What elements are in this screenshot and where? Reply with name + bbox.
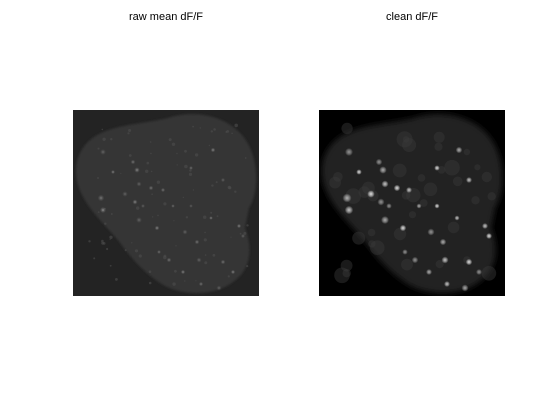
raw-mean-dff-image-canvas: [73, 110, 259, 296]
cell-spot: [345, 148, 353, 156]
cell-spot: [416, 203, 422, 209]
cell-spot: [230, 269, 236, 275]
cell-spot: [189, 204, 193, 208]
cell-spot: [99, 206, 107, 214]
cell-spot: [476, 269, 482, 275]
cell-spot: [375, 158, 383, 166]
cell-spot: [189, 166, 193, 170]
raw-mean-dff-image: [73, 110, 259, 296]
cell-spot: [342, 193, 352, 203]
cell-spot: [198, 281, 204, 287]
cell-spot: [393, 184, 401, 192]
cell-spot: [122, 191, 128, 197]
cell-spot: [466, 177, 472, 183]
cell-spot: [240, 233, 246, 239]
cell-spot: [402, 249, 408, 255]
cell-spot: [379, 166, 387, 174]
cell-spot: [439, 238, 447, 246]
cell-spot: [465, 258, 473, 266]
cell-spot: [381, 180, 389, 188]
cell-spot: [209, 216, 213, 220]
cell-spot: [406, 187, 412, 193]
cell-spot: [194, 239, 200, 245]
cell-spot: [381, 216, 389, 224]
cell-spots: [97, 147, 246, 291]
cell-spot: [482, 223, 488, 229]
cell-spot: [356, 169, 362, 175]
cell-spot: [236, 223, 242, 229]
cell-spot: [434, 203, 440, 209]
cell-spot: [154, 225, 160, 231]
cell-spot: [486, 233, 492, 239]
cell-spot: [461, 284, 469, 292]
cell-spot: [220, 259, 226, 265]
cell-spot: [196, 257, 202, 263]
cell-spot: [399, 224, 407, 232]
cell-spot: [182, 229, 188, 235]
cell-spot: [160, 187, 166, 193]
cell-spot: [455, 146, 463, 154]
cell-spot: [141, 204, 145, 208]
cell-spot: [157, 250, 161, 254]
cell-spot: [377, 198, 385, 206]
clean-dff-image-canvas: [319, 110, 505, 296]
tissue-texture: [88, 123, 249, 286]
cell-spot: [367, 190, 375, 198]
tissue-region: [321, 114, 503, 294]
cell-spot: [216, 285, 222, 291]
cell-spot: [441, 256, 449, 264]
cell-spot: [136, 217, 142, 223]
cell-spot: [148, 185, 154, 191]
cell-spots: [342, 146, 492, 292]
cell-spot: [132, 199, 138, 205]
cell-spot: [454, 215, 460, 221]
cell-spot: [111, 170, 115, 174]
cell-spot: [166, 257, 172, 263]
cell-spot: [134, 167, 140, 173]
panel-title-raw-mean: raw mean dF/F: [129, 11, 203, 23]
cell-spot: [220, 177, 226, 183]
cell-spot: [210, 147, 216, 153]
cell-spot: [130, 159, 136, 165]
cell-spot: [434, 165, 440, 171]
cell-spot: [344, 205, 354, 215]
cell-spot: [386, 203, 392, 209]
tissue-texture: [329, 122, 497, 284]
cell-spot: [136, 181, 142, 187]
cell-spot: [97, 194, 105, 202]
cell-spot: [411, 256, 419, 264]
panel-title-clean: clean dF/F: [386, 11, 438, 23]
cell-spot: [100, 149, 106, 155]
cell-spot: [171, 204, 175, 208]
cell-spot: [426, 269, 432, 275]
cell-spot: [427, 228, 435, 236]
cell-spot: [444, 281, 450, 287]
clean-dff-image: [319, 110, 505, 296]
cell-spot: [180, 269, 186, 275]
